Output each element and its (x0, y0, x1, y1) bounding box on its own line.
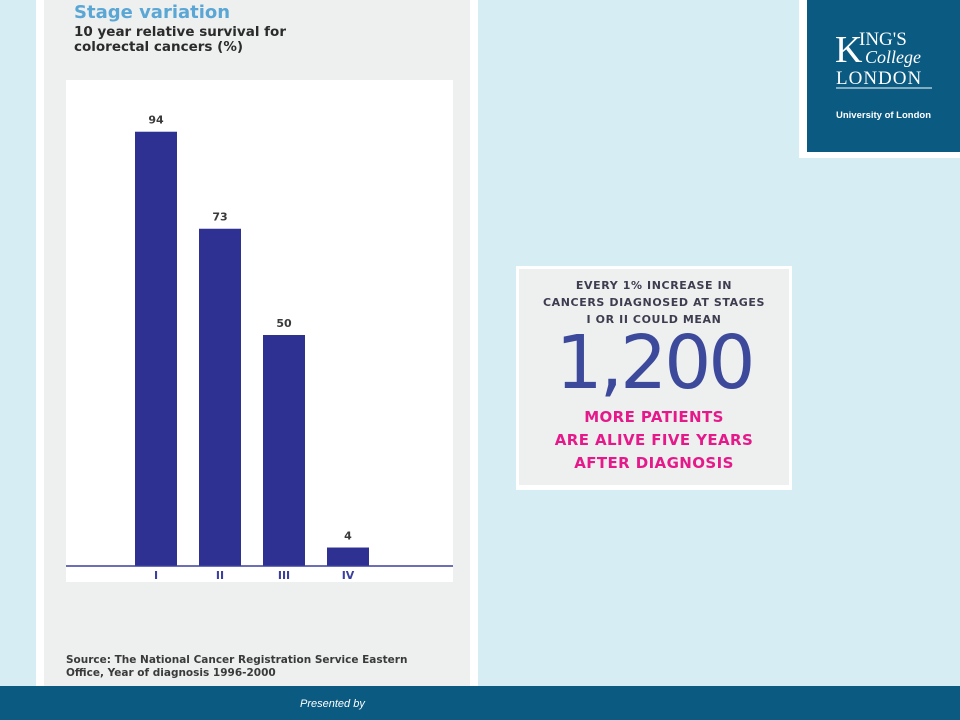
statistic-number: 1,200 (555, 320, 756, 406)
x-tick-label: II (216, 569, 224, 582)
statistic-intro-line: I OR II COULD MEAN (586, 313, 722, 326)
stage-variation-title: Stage variation (74, 2, 231, 23)
x-tick-label: III (278, 569, 290, 582)
logo-tagline: University of London (836, 110, 931, 121)
logo-word-college: College (865, 47, 921, 67)
presented-by-text: Presented by (300, 698, 365, 710)
statistic-card: EVERY 1% INCREASE IN CANCERS DIAGNOSED A… (516, 266, 792, 490)
logo-word-london: LONDON (836, 68, 922, 89)
logo-letter-k: K (835, 29, 863, 71)
bar-value-label: 73 (212, 211, 227, 224)
bar-stage-i (135, 131, 177, 566)
x-tick-label: I (154, 569, 158, 582)
statistic-outcome-line: ARE ALIVE FIVE YEARS (554, 431, 754, 449)
chart-subtitle: 10 year relative survival for colorectal… (74, 24, 286, 55)
bar-stage-ii (199, 228, 241, 567)
footer-bar: Presented by (0, 686, 960, 720)
statistic-card-background: EVERY 1% INCREASE IN CANCERS DIAGNOSED A… (519, 269, 789, 485)
statistic-outcome-line: MORE PATIENTS (584, 408, 724, 426)
bar-value-label: 50 (276, 317, 292, 330)
kings-college-logo[interactable]: K ING'S College LONDON University of Lon… (807, 0, 960, 152)
chart-source: Source: The National Cancer Registration… (66, 654, 408, 679)
bar-stage-iii (263, 335, 305, 566)
statistic-outcome: MORE PATIENTS ARE ALIVE FIVE YEARS AFTER… (519, 406, 789, 475)
bar-stage-iv (327, 547, 369, 566)
bar-chart-container: 94I73II50III4IVSTAGE AT DIAGNOSIS (66, 80, 453, 582)
statistic-intro-line: EVERY 1% INCREASE IN (575, 279, 733, 292)
bar-value-label: 4 (344, 530, 352, 543)
statistic-outcome-line: AFTER DIAGNOSIS (574, 454, 734, 472)
x-tick-label: IV (342, 569, 355, 582)
bar-value-label: 94 (148, 114, 164, 127)
logo-word-kings: ING'S (859, 29, 907, 50)
statistic-intro-line: CANCERS DIAGNOSED AT STAGES (542, 296, 766, 309)
statistic-intro: EVERY 1% INCREASE IN CANCERS DIAGNOSED A… (519, 277, 789, 328)
kings-college-logo-mark: K ING'S College LONDON University of Lon… (835, 29, 932, 121)
survival-bar-chart: 94I73II50III4IVSTAGE AT DIAGNOSIS (66, 114, 453, 582)
